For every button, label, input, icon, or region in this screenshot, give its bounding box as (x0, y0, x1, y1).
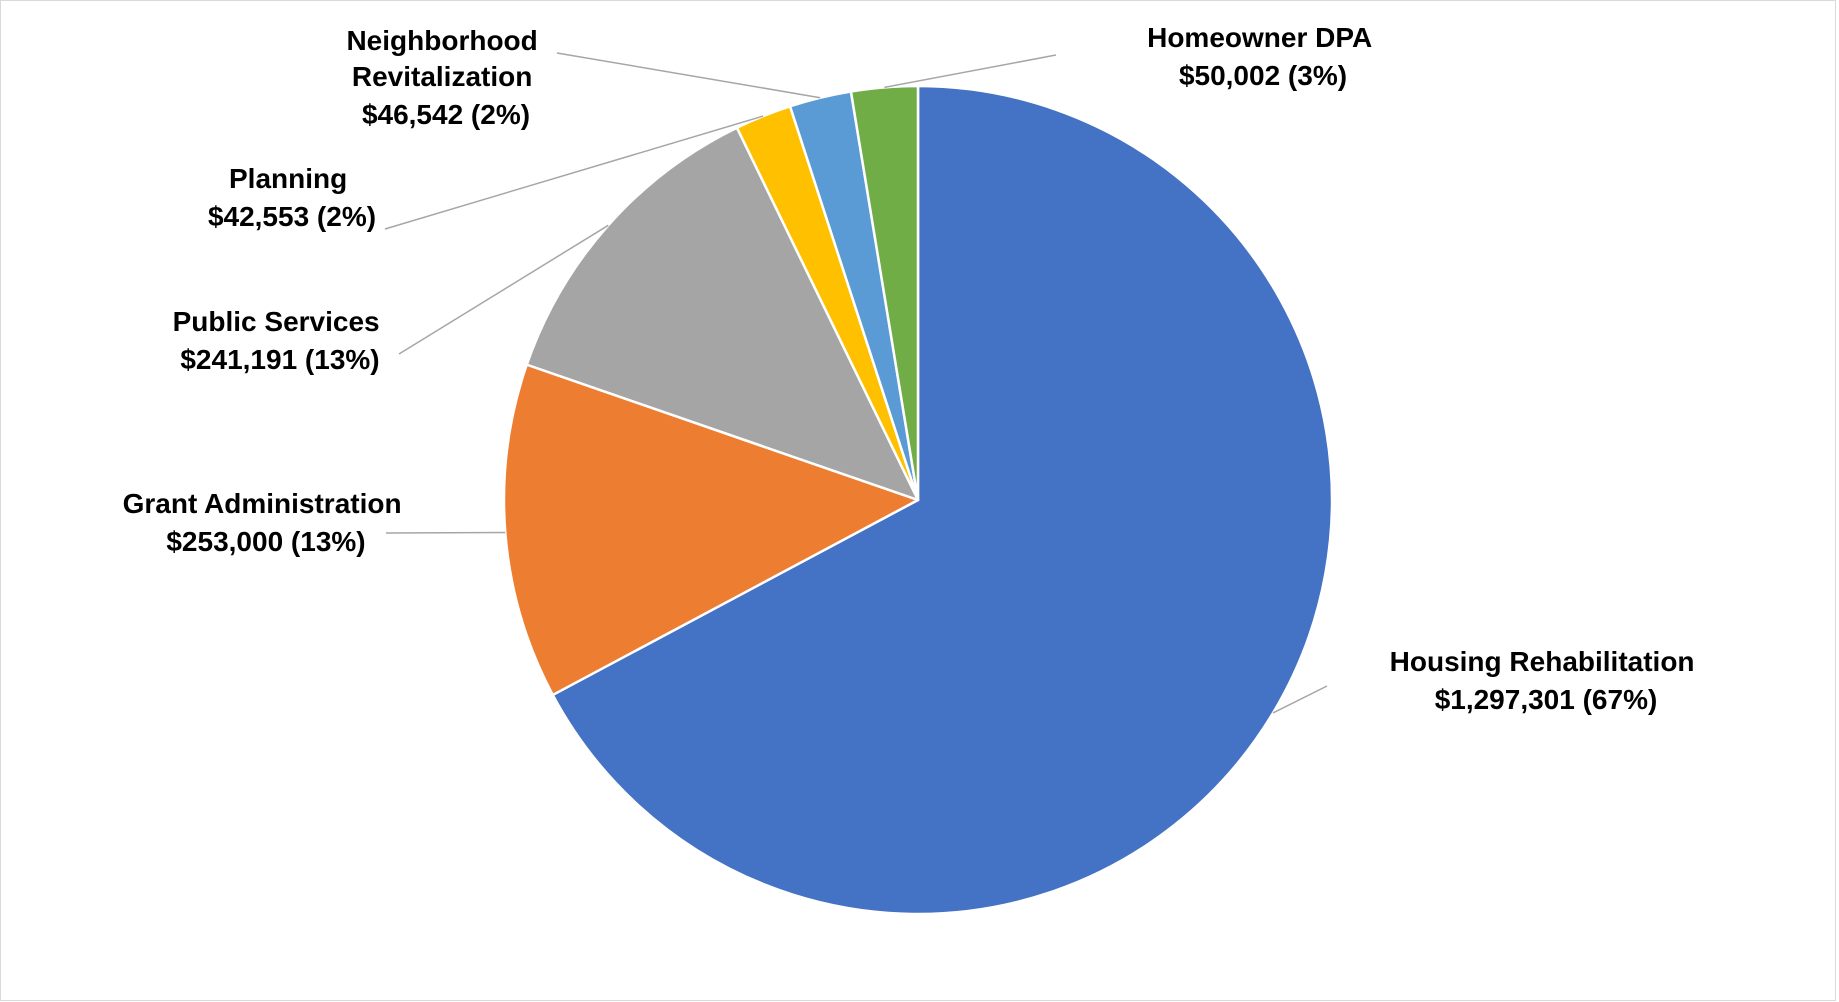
label-housing-rehabilitation: Housing Rehabilitation $1,297,301 (67%) (1390, 646, 1703, 715)
pie-slice-homeowner-dpa (849, 84, 920, 502)
leader-line-grant-administration (385, 531, 506, 534)
leader-line-housing-rehabilitation (1272, 685, 1328, 714)
label-public-services: Public Services $241,191 (13%) (173, 306, 388, 375)
pie-slice-grant-administration (502, 363, 920, 697)
leader-lines (384, 52, 1328, 714)
label-homeowner-dpa: Homeowner DPA $50,002 (3%) (1147, 22, 1379, 91)
pie-slice-public-services (525, 126, 920, 502)
leader-line-planning (384, 115, 764, 230)
label-neighborhood-revitalization: Neighborhood Revitalization $46,542 (2%) (346, 25, 545, 130)
leader-line-public-services (398, 224, 609, 355)
label-planning: Planning $42,553 (2%) (208, 163, 376, 232)
pie-slices (502, 84, 1334, 916)
label-grant-administration: Grant Administration $253,000 (13%) (123, 488, 410, 557)
leader-line-neighborhood-revitalization (556, 52, 821, 99)
leader-line-homeowner-dpa (884, 54, 1057, 89)
